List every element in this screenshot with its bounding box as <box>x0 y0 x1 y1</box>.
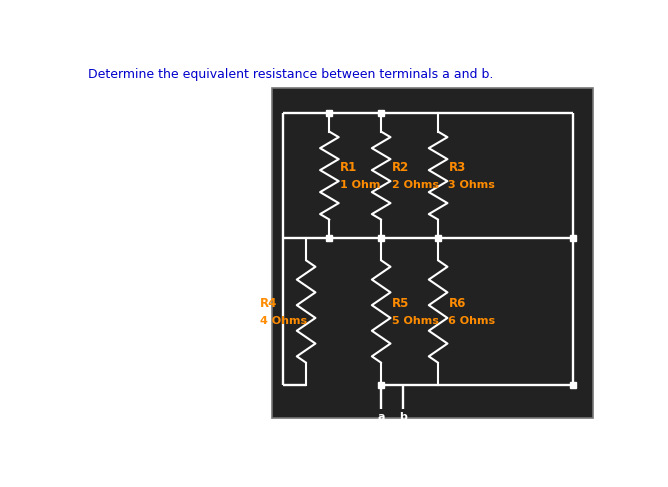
Text: R5: R5 <box>391 297 409 310</box>
Text: Determine the equivalent resistance between terminals a and b.: Determine the equivalent resistance betw… <box>88 68 493 81</box>
Text: 3 Ohms: 3 Ohms <box>448 180 496 190</box>
Text: 5 Ohms: 5 Ohms <box>391 316 438 326</box>
Text: R6: R6 <box>448 297 466 310</box>
Text: 6 Ohms: 6 Ohms <box>448 316 496 326</box>
Text: R3: R3 <box>448 161 466 174</box>
Text: b: b <box>399 412 407 422</box>
Text: 1 Ohm: 1 Ohm <box>340 180 380 190</box>
Text: a: a <box>377 412 385 422</box>
Text: R2: R2 <box>391 161 409 174</box>
Text: 2 Ohms: 2 Ohms <box>391 180 438 190</box>
Bar <box>273 89 593 418</box>
Text: R4: R4 <box>260 297 277 310</box>
Text: R1: R1 <box>340 161 357 174</box>
Text: 4 Ohms: 4 Ohms <box>260 316 307 326</box>
